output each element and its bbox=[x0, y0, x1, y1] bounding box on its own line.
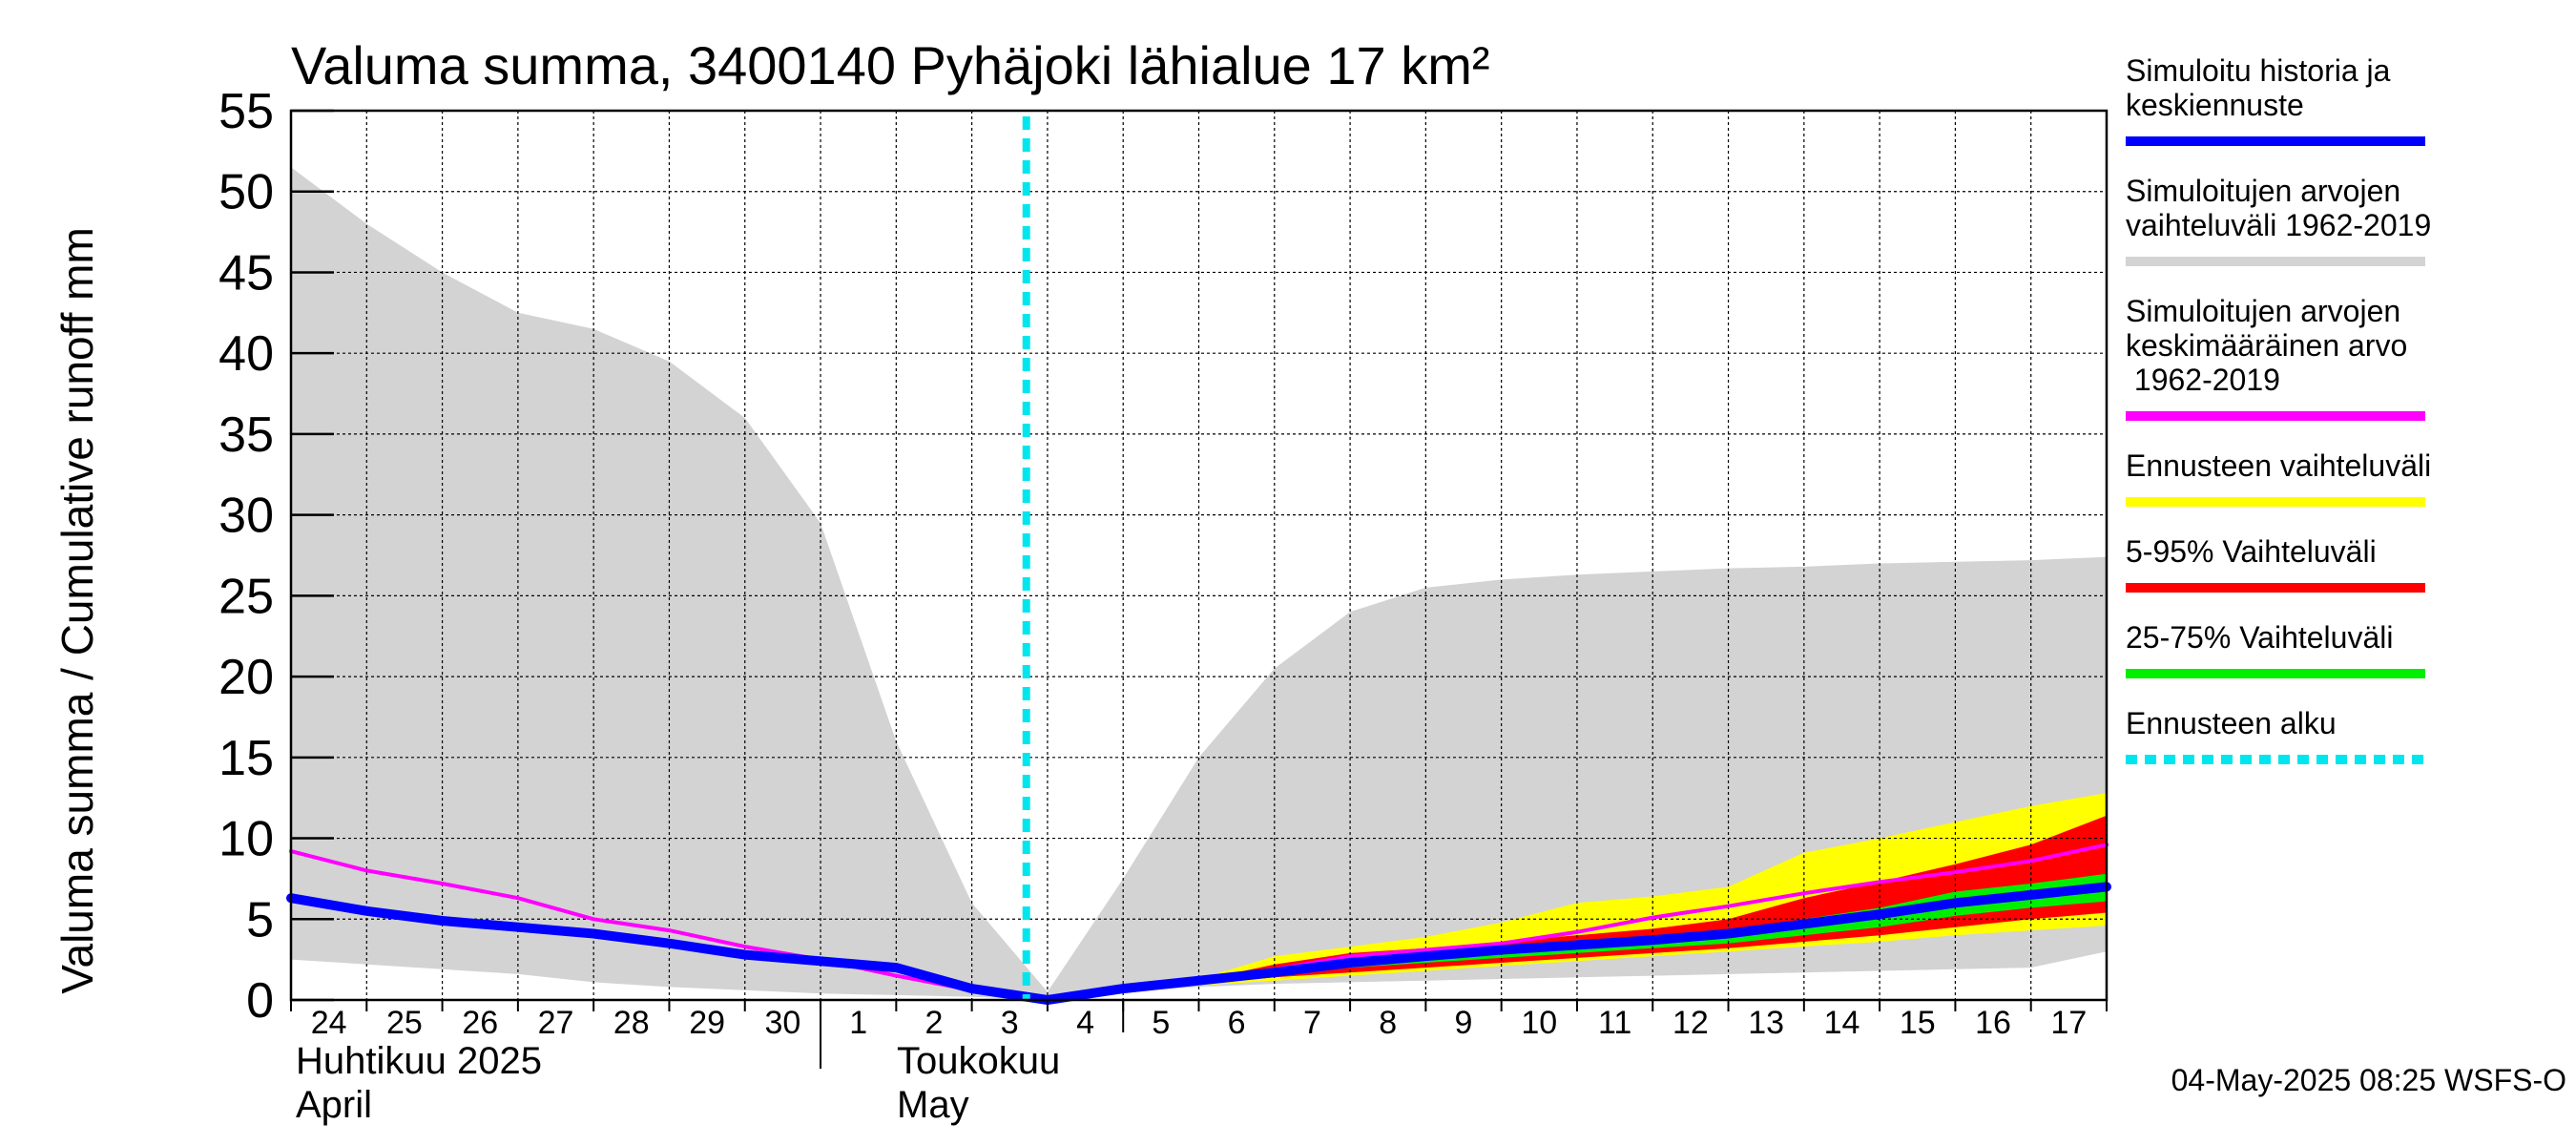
legend-label-line: 1962-2019 bbox=[2126, 363, 2280, 397]
x-tick-label: 30 bbox=[764, 1005, 800, 1041]
legend-label: 25-75% Vaihteluväli bbox=[2126, 620, 2393, 655]
y-tick-label: 0 bbox=[246, 973, 274, 1029]
y-tick-label: 45 bbox=[218, 245, 274, 301]
x-tick-label: 1 bbox=[849, 1005, 867, 1041]
y-tick-label: 30 bbox=[218, 489, 274, 544]
x-tick-label: 14 bbox=[1824, 1005, 1860, 1041]
chart-title: Valuma summa, 3400140 Pyhäjoki lähialue … bbox=[291, 35, 1490, 95]
legend-label-line: 5-95% Vaihteluväli bbox=[2126, 534, 2377, 569]
footer-timestamp: 04-May-2025 08:25 WSFS-O bbox=[2171, 1063, 2566, 1097]
legend-label-line: Simuloitujen arvojen bbox=[2126, 174, 2400, 208]
x-tick-label: 28 bbox=[613, 1005, 650, 1041]
x-tick-label: 8 bbox=[1379, 1005, 1397, 1041]
x-tick-label: 26 bbox=[462, 1005, 498, 1041]
y-tick-label: 25 bbox=[218, 569, 274, 624]
x-tick-label: 10 bbox=[1521, 1005, 1557, 1041]
y-tick-label: 50 bbox=[218, 165, 274, 220]
y-axis-label: Valuma summa / Cumulative runoff mm bbox=[52, 227, 102, 994]
x-tick-label: 25 bbox=[386, 1005, 423, 1041]
x-tick-label: 5 bbox=[1152, 1005, 1170, 1041]
month-label-line2: April bbox=[296, 1084, 372, 1126]
legend-label: Simuloitu historia ja keskiennuste bbox=[2126, 53, 2391, 122]
legend-label-line: keskimääräinen arvo bbox=[2126, 328, 2407, 363]
legend-label-line: vaihteluväli 1962-2019 bbox=[2126, 208, 2431, 242]
y-tick-label: 15 bbox=[218, 731, 274, 786]
month-label-line1: Toukokuu bbox=[897, 1040, 1060, 1082]
x-tick-label: 24 bbox=[311, 1005, 347, 1041]
y-tick-label: 5 bbox=[246, 892, 274, 947]
legend-label: Ennusteen vaihteluväli bbox=[2126, 448, 2431, 483]
legend-label: Simuloitujen arvojen vaihteluväli 1962-20… bbox=[2126, 174, 2431, 242]
x-tick-label: 4 bbox=[1076, 1005, 1094, 1041]
y-axis-ticks: 0 5 10 15 20 25 30 35 40 45 50 55 bbox=[218, 84, 274, 1029]
x-tick-label: 27 bbox=[538, 1005, 574, 1041]
legend-label: Ennusteen alku bbox=[2126, 706, 2337, 740]
legend-label-line: keskiennuste bbox=[2126, 88, 2304, 122]
y-tick-label: 10 bbox=[218, 812, 274, 867]
series-line-1 bbox=[286, 882, 2111, 1005]
y-tick-label: 35 bbox=[218, 407, 274, 463]
x-tick-label: 6 bbox=[1228, 1005, 1246, 1041]
band-area-0 bbox=[291, 167, 2107, 1001]
series-lines bbox=[286, 843, 2111, 1005]
x-tick-label: 12 bbox=[1672, 1005, 1709, 1041]
legend-label: 5-95% Vaihteluväli bbox=[2126, 534, 2377, 569]
x-tick-label: 11 bbox=[1598, 1005, 1631, 1041]
x-tick-label: 7 bbox=[1303, 1005, 1321, 1041]
x-tick-label: 15 bbox=[1900, 1005, 1936, 1041]
legend-label-line: Simuloitu historia ja bbox=[2126, 53, 2391, 88]
plot-frame bbox=[289, 109, 2109, 1069]
x-tick-label: 3 bbox=[1001, 1005, 1019, 1041]
x-tick-label: 16 bbox=[1975, 1005, 2011, 1041]
y-tick-label: 20 bbox=[218, 650, 274, 705]
x-tick-label: 9 bbox=[1455, 1005, 1473, 1041]
x-axis-ticks: 24 25 26 27 28 29 30 1 2 3 4 5 6 7 8 9 10 11 12 13 14 15 16 17 bbox=[311, 1005, 2088, 1041]
month-label-line2: May bbox=[897, 1084, 969, 1126]
x-tick-label: 29 bbox=[689, 1005, 725, 1041]
band-areas bbox=[291, 167, 2107, 1001]
y-tick-label: 40 bbox=[218, 326, 274, 382]
y-tick-label: 55 bbox=[218, 84, 274, 139]
legend-label-line: 25-75% Vaihteluväli bbox=[2126, 620, 2393, 655]
x-tick-label: 13 bbox=[1748, 1005, 1784, 1041]
legend-label-line: Ennusteen alku bbox=[2126, 706, 2337, 740]
legend-label-line: Ennusteen vaihteluväli bbox=[2126, 448, 2431, 483]
x-tick-label: 2 bbox=[925, 1005, 944, 1041]
x-tick-label: 17 bbox=[2050, 1005, 2087, 1041]
grid-lines bbox=[291, 110, 2107, 1000]
month-label-line1: Huhtikuu 2025 bbox=[296, 1040, 542, 1082]
legend-label: Simuloitujen arvojen keskimääräinen arvo … bbox=[2126, 294, 2407, 397]
legend: Simuloitu historia ja keskiennusteSimuloi… bbox=[2126, 53, 2431, 764]
legend-label-line: Simuloitujen arvojen bbox=[2126, 294, 2400, 328]
